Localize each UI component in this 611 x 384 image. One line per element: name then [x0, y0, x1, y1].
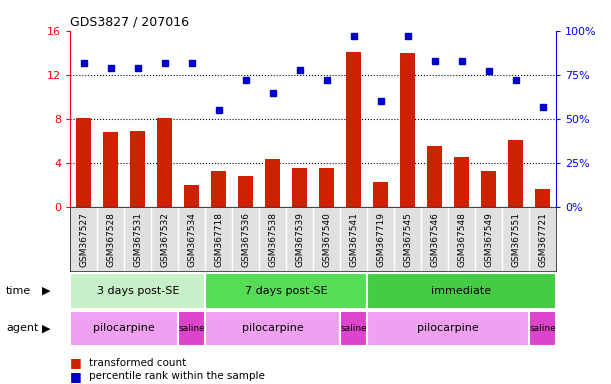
Bar [185, 185, 199, 207]
Text: time: time [6, 286, 31, 296]
Text: transformed count: transformed count [89, 358, 186, 368]
Text: GSM367528: GSM367528 [106, 212, 115, 267]
Bar [238, 177, 253, 207]
Bar [319, 167, 334, 207]
Bar [130, 131, 145, 207]
Bar [400, 53, 415, 207]
Text: ▶: ▶ [42, 323, 50, 333]
Text: agent: agent [6, 323, 38, 333]
Bar [205, 311, 340, 346]
Bar [346, 52, 361, 207]
Text: GSM367536: GSM367536 [241, 212, 250, 267]
Text: GSM367721: GSM367721 [538, 212, 547, 267]
Bar [340, 311, 367, 346]
Text: GSM367539: GSM367539 [295, 212, 304, 267]
Text: saline: saline [529, 324, 556, 333]
Bar [70, 311, 178, 346]
Text: GSM367548: GSM367548 [457, 212, 466, 267]
Text: GSM367549: GSM367549 [484, 212, 493, 267]
Text: GSM367719: GSM367719 [376, 212, 385, 267]
Text: GSM367541: GSM367541 [349, 212, 358, 267]
Text: GSM367527: GSM367527 [79, 212, 88, 267]
Text: GSM367540: GSM367540 [322, 212, 331, 267]
Bar [367, 273, 556, 309]
Bar [211, 171, 226, 207]
Bar [367, 311, 529, 346]
Text: GSM367538: GSM367538 [268, 212, 277, 267]
Text: ■: ■ [70, 356, 82, 369]
Bar [205, 273, 367, 309]
Text: GSM367532: GSM367532 [160, 212, 169, 267]
Text: GSM367718: GSM367718 [214, 212, 223, 267]
Text: GSM367531: GSM367531 [133, 212, 142, 267]
Text: GSM367546: GSM367546 [430, 212, 439, 267]
Bar [103, 132, 118, 207]
Bar [70, 273, 205, 309]
Bar [454, 157, 469, 207]
Text: pilocarpine: pilocarpine [417, 323, 479, 333]
Bar [292, 167, 307, 207]
Bar [529, 311, 556, 346]
Text: 7 days post-SE: 7 days post-SE [245, 286, 327, 296]
Text: ▶: ▶ [42, 286, 50, 296]
Text: pilocarpine: pilocarpine [242, 323, 304, 333]
Bar [157, 118, 172, 207]
Bar [508, 140, 523, 207]
Text: immediate: immediate [431, 286, 492, 296]
Text: GSM367551: GSM367551 [511, 212, 520, 267]
Text: GSM367534: GSM367534 [187, 212, 196, 267]
Bar [76, 118, 91, 207]
Bar [535, 189, 550, 207]
Text: ■: ■ [70, 370, 82, 383]
Text: 3 days post-SE: 3 days post-SE [97, 286, 179, 296]
Text: GSM367545: GSM367545 [403, 212, 412, 267]
Bar [373, 182, 388, 207]
Text: saline: saline [178, 324, 205, 333]
Text: GDS3827 / 207016: GDS3827 / 207016 [70, 15, 189, 28]
Text: saline: saline [340, 324, 367, 333]
Bar [265, 159, 280, 207]
Text: percentile rank within the sample: percentile rank within the sample [89, 371, 265, 381]
Text: pilocarpine: pilocarpine [93, 323, 155, 333]
Bar [178, 311, 205, 346]
Bar [481, 171, 496, 207]
Bar [427, 146, 442, 207]
